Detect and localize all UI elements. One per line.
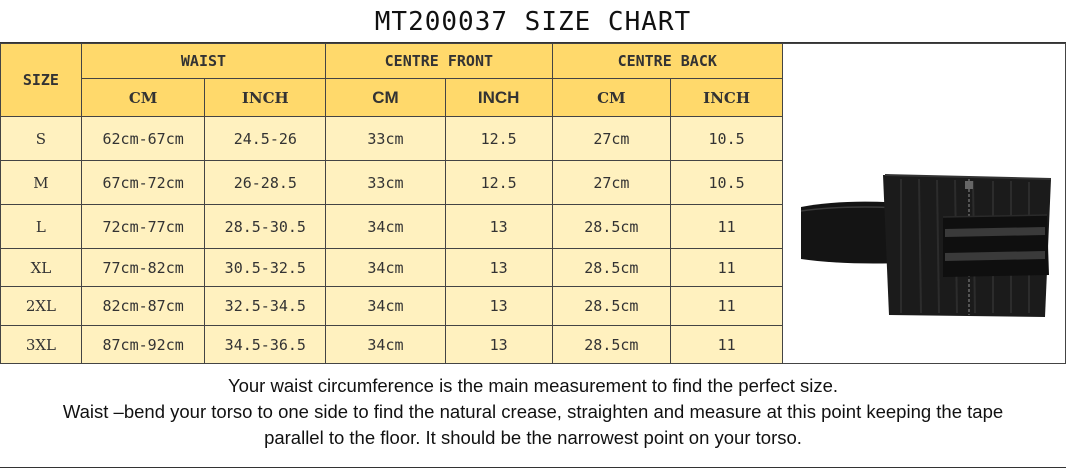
size-label: XL	[0, 248, 82, 287]
front-inch-value: 12.5	[444, 160, 553, 205]
title-divider	[0, 42, 1066, 43]
back-cm-value: 28.5cm	[551, 204, 672, 249]
front-inch-value: 13	[444, 325, 553, 364]
back-inch-value: 11	[670, 286, 783, 326]
front-cm-value: 34cm	[325, 204, 446, 249]
waist-cm-value: 62cm-67cm	[80, 116, 206, 161]
waist-inch-value: 26-28.5	[204, 160, 327, 205]
table-row: S 62cm-67cm 24.5-26 33cm 12.5 27cm 10.5	[0, 116, 1066, 161]
front-inch-value: 13	[444, 204, 553, 249]
table-row: L 72cm-77cm 28.5-30.5 34cm 13 28.5cm 11	[0, 204, 1066, 249]
size-chart-table: SIZE WAIST CENTRE FRONT CENTRE BACK	[0, 43, 1066, 364]
back-inch-value: 11	[670, 204, 783, 249]
product-image-cell	[781, 43, 1066, 364]
centre-front-header: CENTRE FRONT	[325, 43, 553, 79]
waist-inch-header: INCH	[204, 78, 327, 117]
waist-cm-header: CM	[80, 78, 206, 117]
front-inch-value: 13	[444, 248, 553, 287]
measurement-instructions: Your waist circumference is the main mea…	[0, 373, 1066, 451]
page-title: MT200037 SIZE CHART	[374, 7, 692, 37]
back-cm-value: 28.5cm	[551, 248, 672, 287]
front-cm-value: 33cm	[325, 160, 446, 205]
size-label: S	[0, 116, 82, 161]
table-row: 2XL 82cm-87cm 32.5-34.5 34cm 13 28.5cm 1…	[0, 286, 1066, 326]
size-label: 3XL	[0, 325, 82, 364]
centre-back-header: CENTRE BACK	[551, 43, 783, 79]
back-inch-header: INCH	[670, 78, 783, 117]
size-header: SIZE	[0, 43, 82, 117]
back-inch-value: 10.5	[670, 160, 783, 205]
waist-inch-value: 24.5-26	[204, 116, 327, 161]
back-cm-value: 28.5cm	[551, 286, 672, 326]
instruction-line: Your waist circumference is the main mea…	[227, 375, 839, 396]
instruction-line: parallel to the floor. It should be the …	[264, 427, 802, 448]
front-inch-header: INCH	[444, 78, 553, 117]
back-cm-value: 27cm	[551, 160, 672, 205]
waist-trainer-image	[800, 173, 1051, 317]
waist-cm-value: 72cm-77cm	[80, 204, 206, 249]
back-cm-value: 27cm	[551, 116, 672, 161]
waist-inch-value: 28.5-30.5	[204, 204, 327, 249]
front-cm-value: 34cm	[325, 325, 446, 364]
front-cm-value: 34cm	[325, 248, 446, 287]
instruction-line: Waist –bend your torso to one side to fi…	[62, 401, 1004, 422]
back-inch-value: 11	[670, 248, 783, 287]
front-inch-value: 12.5	[444, 116, 553, 161]
front-cm-value: 33cm	[325, 116, 446, 161]
table-row: 3XL 87cm-92cm 34.5-36.5 34cm 13 28.5cm 1…	[0, 325, 1066, 364]
back-inch-value: 11	[670, 325, 783, 364]
front-cm-value: 34cm	[325, 286, 446, 326]
waist-cm-value: 82cm-87cm	[80, 286, 206, 326]
size-label: 2XL	[0, 286, 82, 326]
front-inch-value: 13	[444, 286, 553, 326]
waist-cm-value: 77cm-82cm	[80, 248, 206, 287]
waist-cm-value: 87cm-92cm	[80, 325, 206, 364]
front-cm-header: CM	[325, 78, 446, 117]
waist-header: WAIST	[80, 43, 327, 79]
waist-inch-value: 32.5-34.5	[204, 286, 327, 326]
size-label: M	[0, 160, 82, 205]
waist-cm-value: 67cm-72cm	[80, 160, 206, 205]
waist-inch-value: 34.5-36.5	[204, 325, 327, 364]
size-label: L	[0, 204, 82, 249]
back-cm-value: 28.5cm	[551, 325, 672, 364]
waist-inch-value: 30.5-32.5	[204, 248, 327, 287]
back-cm-header: CM	[551, 78, 672, 117]
back-inch-value: 10.5	[670, 116, 783, 161]
bottom-divider	[0, 467, 1066, 468]
